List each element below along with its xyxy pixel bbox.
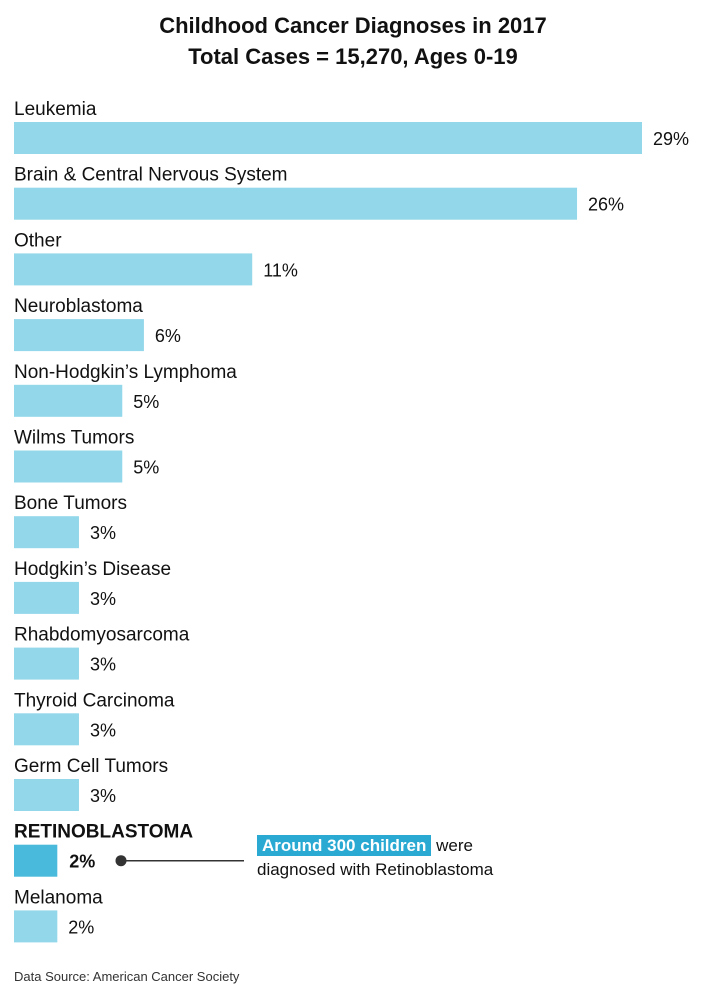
value-label: 3% bbox=[90, 655, 116, 675]
category-label: Hodgkin’s Disease bbox=[14, 559, 171, 580]
value-label: 29% bbox=[653, 129, 689, 149]
data-source: Data Source: American Cancer Society bbox=[14, 969, 240, 984]
value-label: 3% bbox=[90, 523, 116, 543]
chart-title: Childhood Cancer Diagnoses in 2017 bbox=[159, 13, 547, 38]
category-label: Other bbox=[14, 230, 62, 251]
callout-text-line2: diagnosed with Retinoblastoma bbox=[257, 860, 494, 879]
value-label: 6% bbox=[155, 326, 181, 346]
category-label: Melanoma bbox=[14, 887, 103, 908]
bar bbox=[14, 516, 79, 549]
value-label: 2% bbox=[69, 852, 95, 872]
callout-text-after: were bbox=[436, 836, 473, 855]
value-label: 3% bbox=[90, 720, 116, 740]
bar bbox=[14, 647, 79, 680]
bar bbox=[14, 844, 58, 877]
value-label: 3% bbox=[90, 589, 116, 609]
value-label: 5% bbox=[133, 458, 159, 478]
bar bbox=[14, 713, 79, 746]
value-label: 2% bbox=[68, 917, 94, 937]
category-label: Brain & Central Nervous System bbox=[14, 165, 288, 186]
category-label: Non-Hodgkin’s Lymphoma bbox=[14, 362, 237, 383]
bar bbox=[14, 450, 123, 483]
value-label: 26% bbox=[588, 195, 624, 215]
value-label: 5% bbox=[133, 392, 159, 412]
bar bbox=[14, 910, 58, 943]
category-label: Thyroid Carcinoma bbox=[14, 690, 175, 711]
category-label: Bone Tumors bbox=[14, 493, 127, 514]
category-label: Neuroblastoma bbox=[14, 296, 143, 317]
bar bbox=[14, 187, 578, 220]
bar bbox=[14, 779, 79, 811]
category-label: RETINOBLASTOMA bbox=[14, 822, 193, 843]
retinoblastoma-callout: Around 300 children were diagnosed with … bbox=[257, 834, 587, 882]
category-label: Rhabdomyosarcoma bbox=[14, 625, 190, 646]
bar bbox=[14, 319, 144, 352]
bar bbox=[14, 581, 79, 614]
category-label: Wilms Tumors bbox=[14, 428, 134, 449]
value-label: 3% bbox=[90, 786, 116, 806]
bar bbox=[14, 253, 253, 286]
chart-subtitle: Total Cases = 15,270, Ages 0-19 bbox=[188, 44, 518, 69]
category-label: Germ Cell Tumors bbox=[14, 756, 168, 777]
bar bbox=[14, 384, 123, 417]
category-label: Leukemia bbox=[14, 99, 97, 120]
value-label: 11% bbox=[263, 260, 298, 280]
bar bbox=[14, 122, 642, 154]
callout-highlight: Around 300 children bbox=[257, 835, 432, 856]
